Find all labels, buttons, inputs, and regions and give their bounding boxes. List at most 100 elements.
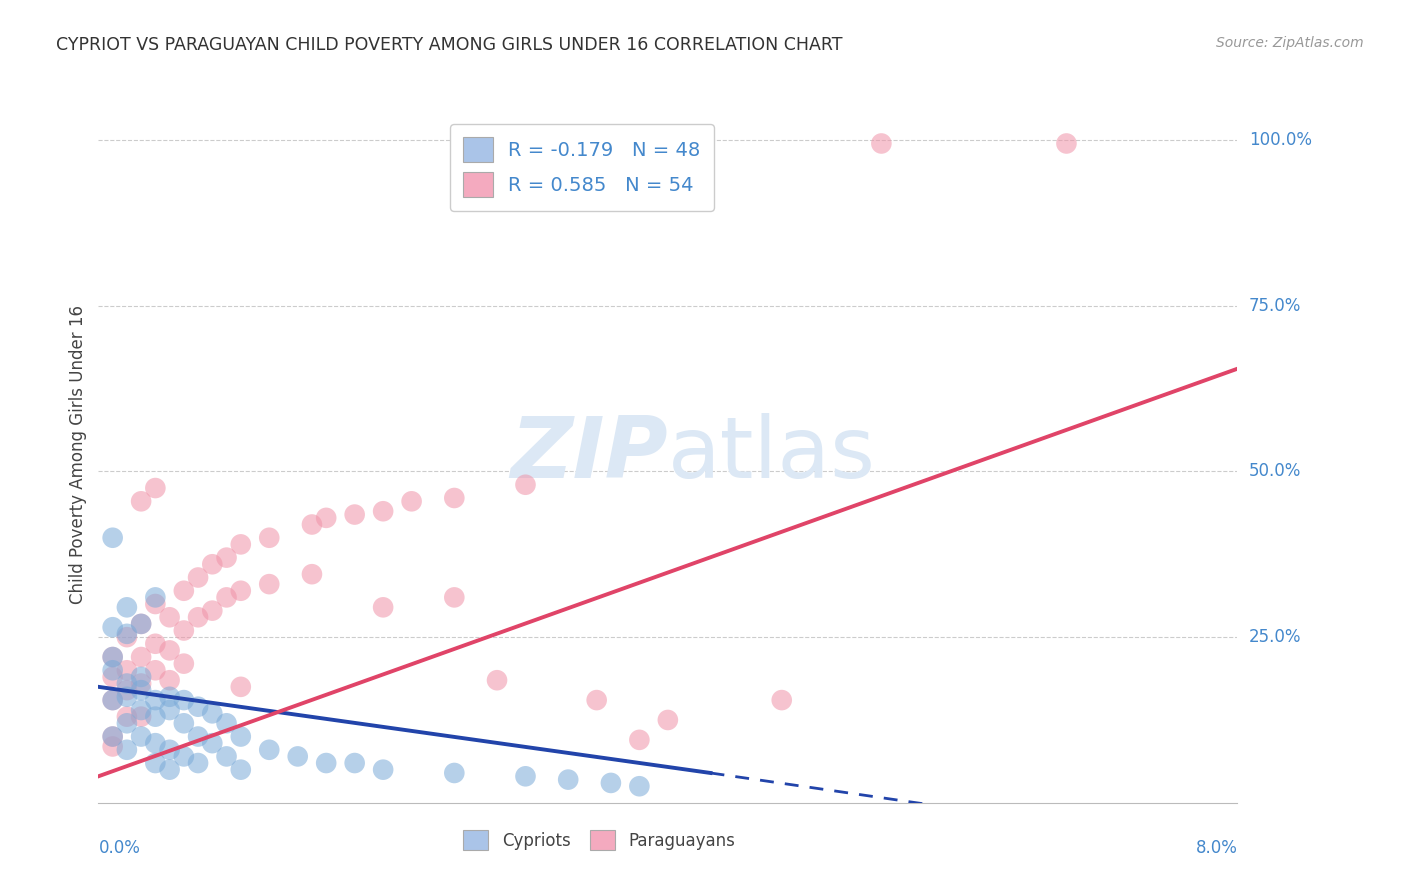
Text: ZIP: ZIP [510, 413, 668, 497]
Point [101, 730, 124, 744]
Point [259, 577, 281, 591]
Point [145, 693, 167, 707]
Point [159, 673, 181, 688]
Point [371, 504, 394, 518]
Point [129, 616, 152, 631]
Point [187, 756, 209, 770]
Point [145, 597, 167, 611]
Text: 75.0%: 75.0% [1249, 297, 1301, 315]
Point [145, 481, 167, 495]
Point [401, 494, 423, 508]
Point [770, 693, 793, 707]
Point [628, 732, 651, 747]
Point [301, 567, 323, 582]
Point [115, 676, 138, 690]
Point [585, 693, 607, 707]
Point [215, 550, 238, 565]
Point [115, 600, 138, 615]
Point [443, 491, 465, 505]
Point [129, 616, 152, 631]
Text: Source: ZipAtlas.com: Source: ZipAtlas.com [1216, 36, 1364, 50]
Point [515, 477, 537, 491]
Point [371, 600, 394, 615]
Point [215, 716, 238, 731]
Point [115, 630, 138, 644]
Point [229, 680, 252, 694]
Point [115, 683, 138, 698]
Point [101, 650, 124, 665]
Point [173, 749, 195, 764]
Point [301, 517, 323, 532]
Point [259, 531, 281, 545]
Point [129, 730, 152, 744]
Point [159, 703, 181, 717]
Point [201, 604, 224, 618]
Point [115, 690, 138, 704]
Point [557, 772, 579, 787]
Point [315, 511, 337, 525]
Point [443, 766, 465, 780]
Point [159, 643, 181, 657]
Point [115, 709, 138, 723]
Point [287, 749, 309, 764]
Point [115, 716, 138, 731]
Text: 100.0%: 100.0% [1249, 131, 1312, 149]
Text: 8.0%: 8.0% [1195, 839, 1237, 857]
Point [343, 756, 366, 770]
Point [101, 650, 124, 665]
Point [129, 670, 152, 684]
Point [486, 673, 509, 688]
Point [101, 730, 124, 744]
Point [101, 693, 124, 707]
Point [371, 763, 394, 777]
Text: 25.0%: 25.0% [1249, 628, 1301, 646]
Point [443, 591, 465, 605]
Point [657, 713, 679, 727]
Point [187, 570, 209, 584]
Point [115, 627, 138, 641]
Point [187, 610, 209, 624]
Point [229, 763, 252, 777]
Point [343, 508, 366, 522]
Point [159, 690, 181, 704]
Point [129, 709, 152, 723]
Point [159, 763, 181, 777]
Point [229, 537, 252, 551]
Point [159, 610, 181, 624]
Text: CYPRIOT VS PARAGUAYAN CHILD POVERTY AMONG GIRLS UNDER 16 CORRELATION CHART: CYPRIOT VS PARAGUAYAN CHILD POVERTY AMON… [56, 36, 842, 54]
Point [173, 657, 195, 671]
Point [173, 583, 195, 598]
Point [129, 676, 152, 690]
Point [259, 743, 281, 757]
Point [215, 591, 238, 605]
Point [201, 706, 224, 721]
Point [145, 736, 167, 750]
Point [173, 624, 195, 638]
Text: 0.0%: 0.0% [98, 839, 141, 857]
Point [101, 670, 124, 684]
Point [1056, 136, 1078, 151]
Point [187, 699, 209, 714]
Point [101, 531, 124, 545]
Point [145, 709, 167, 723]
Point [129, 683, 152, 698]
Point [129, 650, 152, 665]
Point [101, 663, 124, 677]
Point [229, 730, 252, 744]
Y-axis label: Child Poverty Among Girls Under 16: Child Poverty Among Girls Under 16 [69, 305, 87, 605]
Point [515, 769, 537, 783]
Point [870, 136, 893, 151]
Point [187, 730, 209, 744]
Legend: Cypriots, Paraguayans: Cypriots, Paraguayans [457, 823, 742, 857]
Point [101, 620, 124, 634]
Point [145, 591, 167, 605]
Text: atlas: atlas [668, 413, 876, 497]
Point [159, 743, 181, 757]
Point [101, 739, 124, 754]
Point [173, 693, 195, 707]
Point [600, 776, 623, 790]
Point [145, 756, 167, 770]
Point [173, 716, 195, 731]
Point [229, 583, 252, 598]
Point [201, 736, 224, 750]
